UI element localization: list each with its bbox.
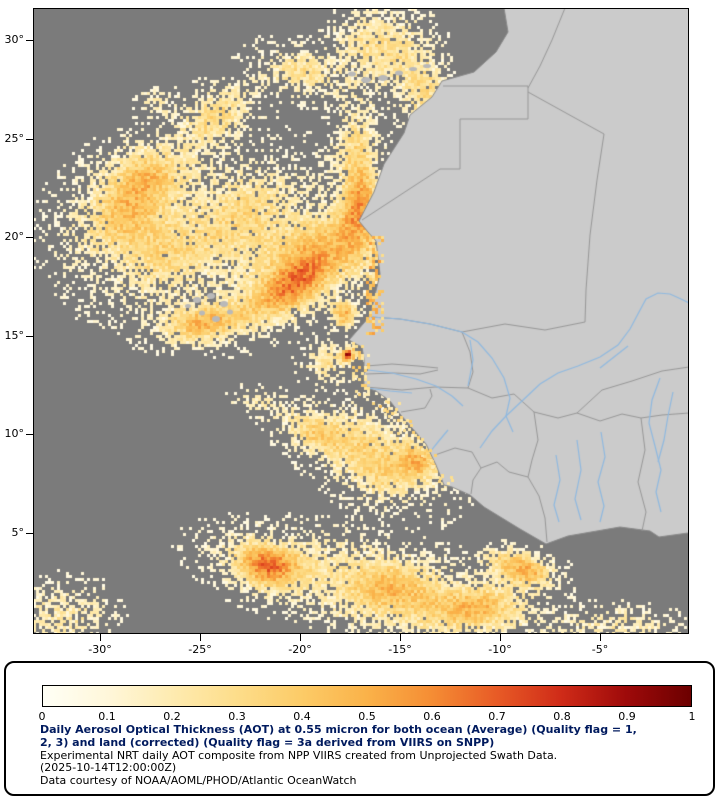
lat-tick bbox=[26, 138, 33, 140]
lon-tick bbox=[200, 634, 201, 641]
legend-credit: Data courtesy of NOAA/AOML/PHOD/Atlantic… bbox=[40, 774, 357, 788]
legend-subtitle: Experimental NRT daily AOT composite fro… bbox=[40, 748, 558, 762]
colorbar-tick-labels: 0 0.1 0.2 0.3 0.4 0.5 0.6 0.7 0.8 0.9 1 bbox=[6, 710, 717, 723]
colorbar-tick-label: 0.8 bbox=[553, 710, 571, 723]
colorbar-tick-label: 0.6 bbox=[423, 710, 441, 723]
aot-map-canvas bbox=[33, 8, 689, 634]
colorbar-tick-label: 0.1 bbox=[98, 710, 116, 723]
lat-tick-label: 5° bbox=[11, 525, 25, 539]
lat-tick bbox=[26, 40, 33, 41]
map-plot: 30° 25° 20° 15° 10° 5° -30° -25° -20° -15° -10° -5° bbox=[4, 8, 689, 656]
lon-tick-label: -5° bbox=[591, 643, 609, 656]
colorbar bbox=[42, 685, 692, 707]
lon-tick-label: -25° bbox=[188, 643, 212, 656]
lon-tick bbox=[400, 634, 401, 641]
legend-box: 0 0.1 0.2 0.3 0.4 0.5 0.6 0.7 0.8 0.9 1 Daily Aero… bbox=[4, 661, 715, 796]
legend-text: Daily Aerosol Optical Thickness (AOT) at… bbox=[40, 723, 705, 788]
lat-tick bbox=[26, 532, 33, 534]
legend-timestamp: (2025-10-14T12:00:00Z) bbox=[40, 761, 177, 775]
lon-tick-label: -15° bbox=[388, 643, 412, 656]
colorbar-tick-label: 0.4 bbox=[293, 710, 311, 723]
lon-tick-label: -10° bbox=[488, 643, 512, 656]
lon-tick bbox=[600, 634, 601, 641]
colorbar-tick-label: 0.3 bbox=[228, 710, 246, 723]
colorbar-tick-label: 0 bbox=[38, 710, 46, 723]
colorbar-tick-label: 1 bbox=[688, 710, 696, 723]
colorbar-tick-label: 0.5 bbox=[358, 710, 376, 723]
colorbar-tick-label: 0.7 bbox=[488, 710, 506, 723]
lat-tick-label: 10° bbox=[4, 427, 25, 440]
lon-tick-label: -30° bbox=[88, 643, 112, 656]
lon-tick-label: -20° bbox=[288, 643, 312, 656]
lat-tick bbox=[26, 434, 33, 435]
legend-title-line1: Daily Aerosol Optical Thickness (AOT) at… bbox=[40, 723, 637, 736]
colorbar-tick-label: 0.9 bbox=[618, 710, 636, 723]
lon-tick bbox=[100, 634, 101, 641]
lat-tick-label: 20° bbox=[4, 230, 25, 243]
lat-tick-label: 25° bbox=[4, 131, 25, 145]
lon-tick bbox=[500, 634, 501, 641]
lon-tick bbox=[300, 634, 301, 641]
legend-title-line2: 2, 3) and land (corrected) (Quality flag… bbox=[40, 735, 495, 749]
lat-tick bbox=[26, 335, 33, 337]
lat-tick bbox=[26, 237, 33, 238]
colorbar-tick-label: 0.2 bbox=[163, 710, 181, 723]
lat-tick-label: 30° bbox=[4, 33, 25, 46]
lat-tick-label: 15° bbox=[4, 328, 25, 342]
